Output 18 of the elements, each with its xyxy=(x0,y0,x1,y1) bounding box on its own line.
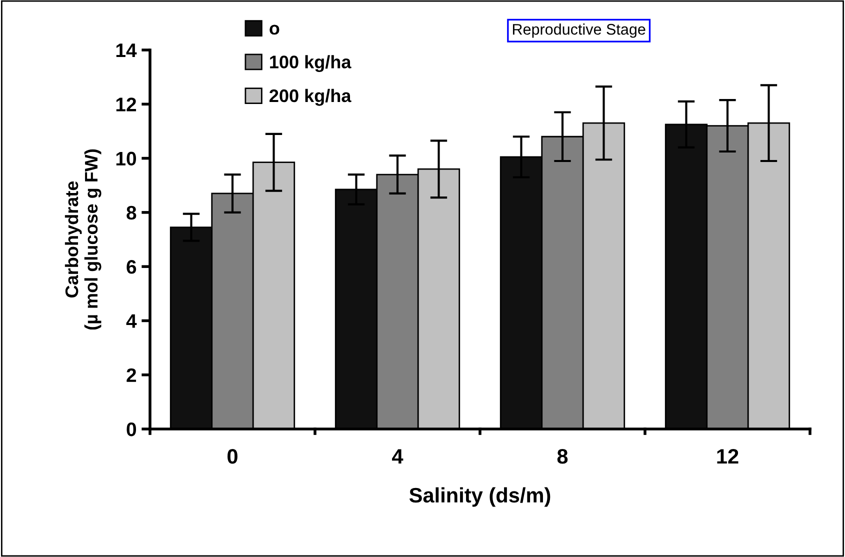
legend-label: 200 kg/ha xyxy=(270,88,352,106)
y-tick-label: 2 xyxy=(126,368,136,382)
legend-label: o xyxy=(270,24,280,35)
y-tick-label: 0 xyxy=(126,422,136,436)
y-tick-label: 4 xyxy=(126,314,137,328)
y-tick-label: 14 xyxy=(116,44,137,58)
x-tick-label: 8 xyxy=(557,448,568,464)
x-tick-label: 12 xyxy=(717,448,738,464)
y-tick-label: 10 xyxy=(116,152,136,166)
x-axis-title: Salinity (ds/m) xyxy=(409,487,550,507)
y-tick-label: 6 xyxy=(126,260,136,274)
x-tick-label: 0 xyxy=(228,448,238,464)
legend-label: 100 kg/ha xyxy=(270,55,352,72)
x-tick-label: 4 xyxy=(392,449,404,464)
y-axis-title: Carbohydrate (µ mol glucose g FW) xyxy=(64,149,102,330)
text: Reproductive Stage xyxy=(512,24,646,38)
y-tick-label: 8 xyxy=(126,206,136,220)
y-tick-label: 12 xyxy=(116,98,136,112)
